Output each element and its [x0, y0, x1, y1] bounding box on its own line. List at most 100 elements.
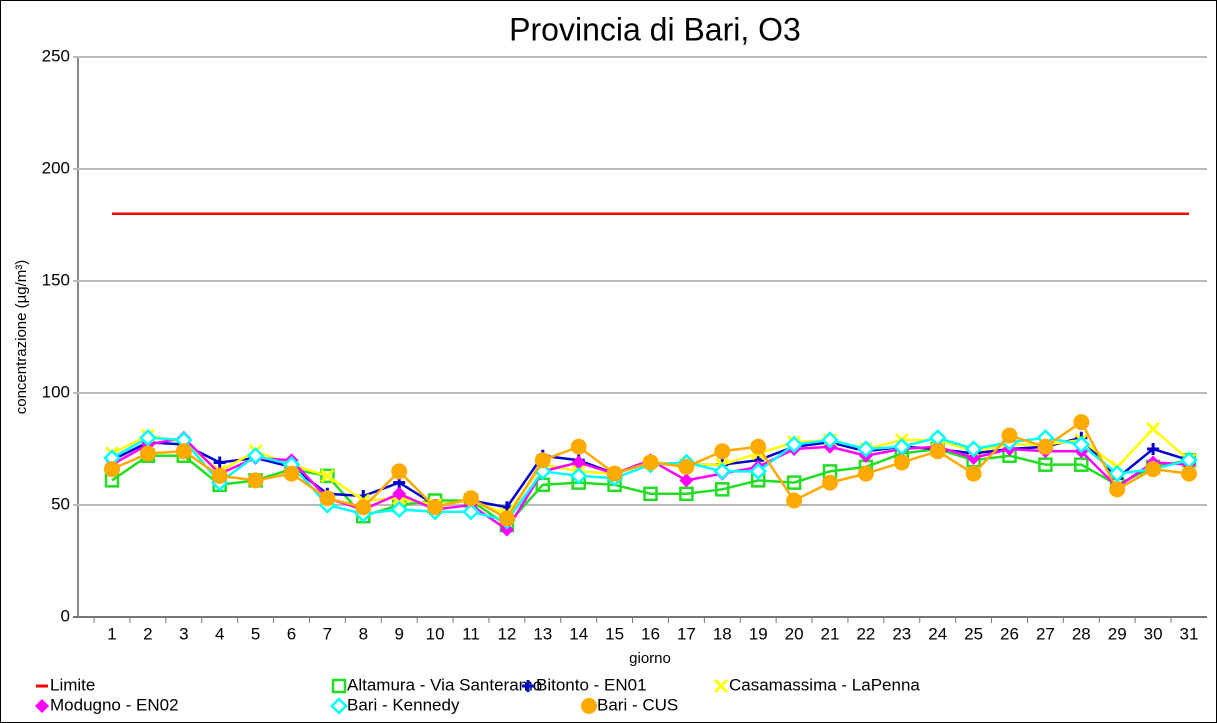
data-point [786, 475, 802, 490]
x-tick-label: 18 [713, 624, 732, 643]
legend-swatch [713, 678, 729, 694]
data-point [1145, 461, 1162, 478]
legend-swatch [330, 697, 348, 715]
y-tick-label: 150 [42, 270, 70, 289]
data-point [320, 468, 335, 483]
data-point [392, 486, 407, 501]
data-point [139, 445, 156, 462]
data-point [104, 461, 120, 478]
data-point [964, 440, 983, 458]
x-tick-label: 29 [1108, 624, 1127, 643]
data-point [283, 465, 300, 482]
data-point [750, 438, 767, 455]
data-point [1109, 481, 1126, 498]
data-point [355, 499, 372, 516]
x-tick-label: 28 [1072, 624, 1091, 643]
data-point [427, 499, 444, 516]
x-tick-label: 13 [533, 624, 552, 643]
data-point [857, 440, 875, 458]
data-point [1146, 421, 1161, 436]
x-tick-label: 26 [1000, 624, 1019, 643]
data-point [713, 462, 732, 481]
x-tick-label: 9 [394, 624, 403, 643]
data-point [1038, 457, 1053, 472]
x-tick-label: 2 [143, 624, 152, 643]
data-point [175, 443, 192, 460]
x-tick-label: 7 [323, 624, 332, 643]
data-point [643, 486, 658, 502]
data-point [571, 455, 586, 470]
x-axis-label: giorno [629, 650, 671, 667]
legend-swatch [581, 698, 597, 714]
data-point [462, 502, 480, 521]
x-tick-label: 1 [107, 624, 116, 643]
data-point [965, 465, 982, 482]
data-point [822, 474, 838, 491]
x-tick-label: 25 [964, 624, 983, 643]
data-point [714, 443, 731, 460]
x-tick-label: 10 [426, 624, 445, 643]
data-point [463, 490, 479, 507]
y-tick-label: 200 [42, 158, 70, 177]
x-tick-label: 22 [856, 624, 875, 643]
legend-label: Bitonto - EN01 [536, 675, 647, 694]
data-point [1001, 427, 1018, 444]
y-tick-label: 50 [51, 494, 70, 513]
data-point [390, 500, 408, 519]
data-point [1073, 414, 1090, 431]
y-tick-label: 0 [61, 606, 70, 625]
data-point [569, 467, 588, 485]
data-point [749, 462, 767, 481]
x-tick-label: 21 [821, 624, 840, 643]
legend-swatch [35, 699, 49, 713]
x-tick-label: 4 [215, 624, 224, 643]
x-tick-label: 27 [1036, 624, 1055, 643]
data-point [211, 467, 228, 484]
x-tick-label: 6 [287, 624, 296, 643]
data-point [247, 472, 264, 489]
data-point [1108, 464, 1126, 483]
x-tick-label: 5 [251, 624, 260, 643]
data-point [678, 458, 695, 475]
data-point [1181, 465, 1197, 482]
legend-label: Limite [50, 675, 95, 694]
chart-title: Provincia di Bari, O3 [509, 11, 801, 47]
x-tick-label: 17 [677, 624, 696, 643]
x-tick-label: 14 [569, 624, 588, 643]
x-tick-label: 3 [179, 624, 188, 643]
x-tick-label: 11 [462, 624, 480, 643]
data-point [534, 452, 551, 469]
legend-label: Bari - Kennedy [347, 695, 460, 714]
legend-swatch [522, 680, 534, 692]
x-tick-label: 16 [641, 624, 660, 643]
legend-label: Bari - CUS [597, 695, 678, 714]
data-point [786, 492, 803, 509]
y-tick-label: 250 [42, 46, 70, 65]
x-tick-label: 24 [928, 624, 947, 643]
x-tick-label: 12 [497, 624, 516, 643]
data-point [498, 510, 515, 527]
legend-swatch [331, 678, 347, 694]
data-point [213, 456, 226, 469]
x-tick-label: 31 [1180, 624, 1199, 643]
x-tick-label: 19 [749, 624, 768, 643]
data-point [246, 446, 265, 465]
data-point [319, 490, 336, 507]
data-point [391, 463, 408, 480]
data-point [893, 454, 910, 471]
data-point [821, 431, 839, 449]
data-point [1147, 443, 1160, 455]
data-point [857, 465, 874, 482]
data-point [606, 465, 623, 482]
x-tick-label: 8 [359, 624, 368, 643]
data-point [966, 450, 981, 465]
data-point [570, 438, 587, 455]
legend-label: Casamassima - LaPenna [729, 675, 920, 694]
data-point [679, 473, 694, 488]
data-point [1072, 435, 1091, 454]
data-point [893, 437, 911, 456]
x-tick-label: 15 [605, 624, 624, 643]
y-tick-label: 100 [42, 382, 70, 401]
data-point [679, 486, 694, 502]
